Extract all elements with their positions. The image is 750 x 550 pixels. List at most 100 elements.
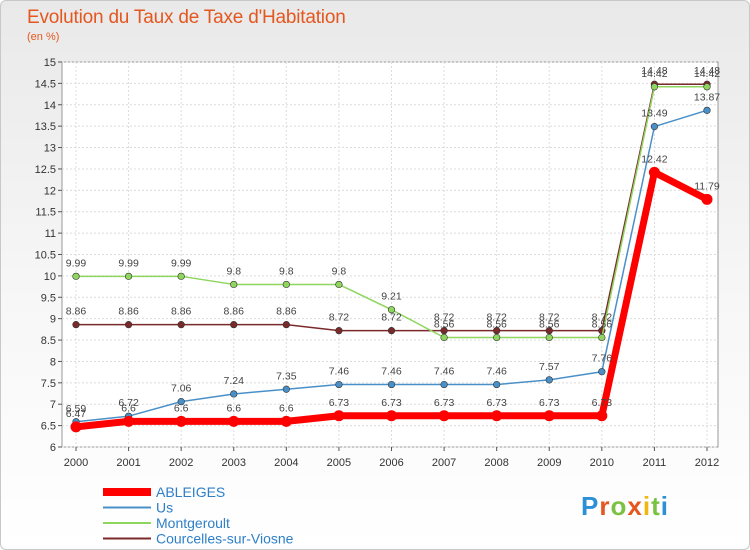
- data-point: [282, 280, 290, 289]
- x-tick-label: 2001: [116, 457, 140, 469]
- y-tick-label: 15: [44, 57, 56, 69]
- y-tick-label: 11: [45, 228, 56, 240]
- series-ableiges: [70, 166, 713, 433]
- data-point: [598, 368, 606, 376]
- data-point: [280, 415, 292, 427]
- data-point: [177, 398, 185, 406]
- data-point: [230, 321, 238, 329]
- data-label: 7.57: [539, 361, 560, 373]
- data-label: 7.46: [486, 366, 507, 378]
- y-tick-label: 13.5: [35, 121, 56, 133]
- x-tick-label: 2005: [327, 457, 351, 469]
- y-tick-label: 10.5: [35, 250, 56, 262]
- legend: ABLEIGESUsMontgeroultCourcelles-sur-Vios…: [103, 484, 294, 547]
- data-label: 8.56: [434, 318, 455, 330]
- data-point: [440, 380, 448, 389]
- data-point: [545, 333, 553, 342]
- data-label: 14.42: [641, 68, 667, 80]
- data-point: [333, 410, 345, 422]
- data-point: [386, 410, 397, 422]
- data-label: 6.72: [118, 397, 139, 409]
- data-point: [230, 390, 238, 398]
- data-point: [230, 280, 238, 289]
- data-label: 6.6: [121, 402, 136, 414]
- data-label: 9.99: [118, 257, 139, 269]
- data-point: [596, 410, 608, 422]
- data-point: [650, 83, 659, 91]
- data-label: 8.56: [592, 318, 613, 330]
- data-point: [72, 272, 80, 280]
- data-label: 6.6: [174, 402, 189, 414]
- data-label: 8.72: [329, 312, 350, 324]
- y-tick-label: 12.5: [35, 164, 56, 176]
- data-label: 8.72: [486, 312, 507, 324]
- data-point: [124, 321, 133, 329]
- data-point: [177, 272, 185, 280]
- data-label: 8.86: [66, 306, 87, 318]
- y-tick-label: 8: [50, 356, 56, 368]
- data-point: [440, 333, 448, 342]
- y-tick-label: 7: [50, 399, 56, 411]
- data-point: [703, 106, 711, 114]
- data-label: 14.42: [694, 68, 720, 80]
- proxiti-logo: Proxiti: [581, 491, 669, 521]
- legend-label: Courcelles-sur-Viosne: [156, 531, 294, 547]
- x-tick-label: 2011: [643, 457, 667, 469]
- data-label: 13.87: [694, 91, 720, 103]
- data-point: [70, 421, 82, 433]
- y-tick-label: 6: [50, 442, 56, 454]
- data-label: 12.42: [641, 153, 667, 165]
- data-point: [228, 415, 240, 427]
- data-label: 6.6: [279, 402, 294, 414]
- data-labels-montgeroult: 9.99 9.99 9.99 9.8 9.8 9.8 9.21 8.56 8.56 8.56 8.5…: [66, 68, 721, 331]
- y-tick-label: 9: [50, 314, 56, 326]
- data-label: 8.72: [434, 312, 455, 324]
- data-point: [282, 385, 290, 393]
- data-label: 7.46: [329, 366, 350, 378]
- data-label: 6.6: [226, 402, 241, 414]
- data-labels-ableiges: 6.47 6.6 6.6 6.6 6.6 6.73 6.73 6.73 6.73 6.73 6.73…: [66, 153, 720, 420]
- data-point: [335, 327, 343, 335]
- y-tick-label: 6.5: [41, 421, 56, 433]
- data-point: [493, 333, 501, 342]
- data-point: [701, 193, 713, 205]
- data-label: 6.47: [66, 408, 87, 420]
- data-point: [124, 272, 133, 280]
- data-label: 6.73: [539, 397, 560, 409]
- y-tick-label: 14: [44, 100, 56, 112]
- data-point: [123, 415, 135, 427]
- y-tick-label: 13: [44, 143, 56, 155]
- x-tick-label: 2009: [537, 457, 561, 469]
- data-label: 7.46: [434, 366, 455, 378]
- data-label: 7.76: [592, 353, 613, 365]
- data-point: [387, 327, 396, 335]
- x-tick-label: 2010: [590, 457, 614, 469]
- data-label: 7.46: [381, 366, 402, 378]
- data-label: 14.48: [694, 65, 720, 77]
- data-labels-us: 6.59 6.72 7.06 7.24 7.35 7.46 7.46 7.46 7.46 7.57…: [66, 91, 721, 414]
- data-label: 7.35: [276, 370, 297, 382]
- data-point: [545, 376, 553, 384]
- data-point: [650, 122, 659, 131]
- data-point: [72, 321, 80, 329]
- data-point: [177, 321, 185, 329]
- y-tick-label: 10: [44, 271, 56, 283]
- data-label: 8.86: [224, 306, 245, 318]
- data-label: 7.24: [224, 375, 245, 387]
- data-label: 9.99: [171, 257, 192, 269]
- data-label: 8.86: [276, 306, 297, 318]
- legend-label: Montgeroult: [156, 515, 230, 531]
- y-tick-label: 8.5: [41, 335, 56, 347]
- series-montgeroult: [72, 83, 711, 342]
- legend-label: Us: [156, 500, 173, 516]
- x-tick-label: 2003: [222, 457, 246, 469]
- data-point: [648, 166, 660, 178]
- data-label: 8.72: [381, 312, 402, 324]
- chart-title: Evolution du Taux de Taxe d'Habitation: [27, 7, 346, 28]
- x-tick-label: 2007: [432, 457, 456, 469]
- data-label: 9.21: [381, 291, 402, 303]
- y-tick-label: 12: [44, 185, 56, 197]
- data-label: 8.86: [171, 306, 192, 318]
